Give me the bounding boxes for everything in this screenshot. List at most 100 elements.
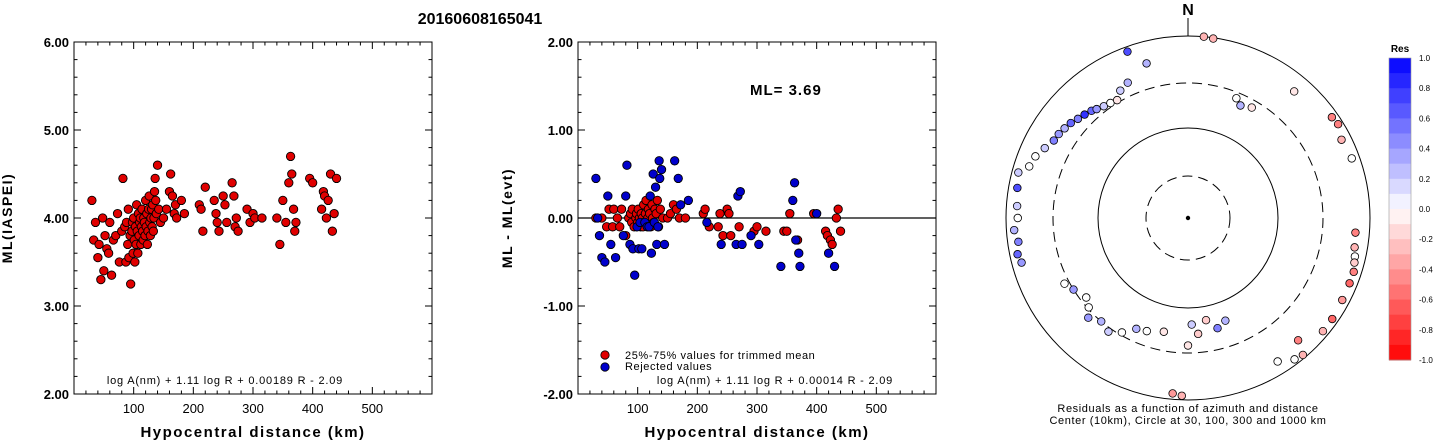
polar-data-point [1333,119,1343,129]
polar-data-point [1273,357,1282,366]
chart2-data-point [680,213,691,223]
event-id-title: 20160608165041 [418,11,543,28]
chart1-data-point [100,230,110,241]
chart2-data-point [737,239,747,250]
polar-data-point [1142,59,1151,68]
chart1-data-point [87,195,97,206]
chart1-data-point [167,191,178,201]
chart2-y-tick-label: -2.00 [543,387,573,402]
chart2-data-point [610,252,621,263]
polar-data-point [1289,87,1299,96]
chart1-data-point [278,195,288,206]
polar-data-point [1187,320,1196,329]
chart1-data-point [97,213,108,223]
colorbar-cell [1389,88,1411,104]
polar-data-point [1104,327,1113,336]
chart2-data-point [713,222,723,232]
chart2-data-point [827,239,837,250]
colorbar-tick-label: -0.6 [1419,296,1433,305]
chart2-data-point [655,173,665,184]
colorbar-cells [1388,57,1412,361]
chart1-data-point [130,257,140,267]
chart2-data-point [831,213,842,223]
colorbar-cell [1389,148,1411,165]
chart2-data-point [648,169,658,179]
polar-data-point [1328,314,1337,324]
epicenter-marker [1185,215,1191,221]
chart2-data-point [746,230,756,241]
polar-data-point [1084,303,1093,312]
chart2-legend: 25%-75% values for trimmed mean Rejected… [600,350,815,373]
colorbar-tick-label: -0.2 [1419,235,1433,244]
polar-data-point [1247,103,1256,112]
chart2-data-point [645,191,655,201]
chart2-data-point [630,270,640,280]
chart2-data-point [615,222,625,232]
chart1-data-point [149,186,160,197]
chart2-y-tick-label: 0.00 [548,211,573,226]
polar-data-point [1084,313,1093,322]
polar-data-point [1337,135,1346,144]
chart1-data-point [281,217,291,228]
colorbar-tick-label: -0.8 [1419,326,1433,335]
chart2-data-point [718,230,728,241]
chart2-data-point [823,248,834,258]
chart1-axes: 100 200 300 400 500 2.00 3.00 4.00 5.00 6.00 [44,35,432,416]
colorbar-cell [1389,73,1411,89]
ml-label-prefix: ML= [750,82,789,99]
chart1-data-point [90,217,101,228]
legend-trimmed-label: 25%-75% values for trimmed mean [625,350,815,362]
chart2-data-point [652,195,663,206]
colorbar-cell [1389,209,1411,225]
colorbar-tick-label: -0.4 [1419,265,1433,274]
residual-vs-distance-chart: 100 200 300 400 500 -2.00 -1.00 0.00 1.00 2.00 ML… [499,35,937,441]
polar-data-point [1014,237,1023,247]
chart1-data-point [220,200,230,210]
chart1-y-tick-label: 4.00 [44,211,69,226]
polar-data-point [1236,101,1245,110]
chart2-data-point [609,204,619,214]
chart2-data-point [673,173,683,184]
ml-value-label: ML= 3.69 [750,82,822,99]
polar-data-point [1012,201,1022,211]
chart1-data-point [200,182,210,192]
chart1-data-point [94,239,104,250]
chart1-x-tick-label: 400 [302,401,324,416]
colorbar-cell [1389,314,1411,331]
chart1-data-point [329,208,339,219]
chart2-data-point [683,195,694,206]
polar-data-point [1209,34,1218,43]
chart1-y-tick-label: 5.00 [44,123,69,138]
polar-data-point [1009,225,1019,235]
residual-colorbar: Res 1.0 0.8 0.6 0.4 0.2 0.0 -0.2 -0.4 -0.6 -0.8 -1… [1388,44,1433,365]
chart2-data-point [782,226,792,236]
chart2-data-point [789,178,800,188]
chart1-data-point [152,160,163,170]
colorbar-cell [1389,133,1411,150]
polar-data-point [1177,391,1186,400]
colorbar-cell [1389,329,1411,346]
chart2-data-point [715,208,725,219]
chart2-x-axis-label: Hypocentral distance (km) [644,424,869,441]
chart1-data-point [106,270,117,280]
colorbar-tick-label: 0.6 [1419,114,1431,123]
polar-data-point [1183,341,1193,350]
chart2-data-point [724,208,734,219]
chart1-data-point [158,213,169,223]
chart1-formula: log A(nm) + 1.11 log R + 0.00189 R - 2.0… [107,375,343,387]
polar-data-point [1298,350,1308,360]
polar-data-point [1232,94,1241,103]
chart1-data-point [218,191,228,201]
chart1-y-tick-label: 2.00 [44,387,69,402]
polar-data-point [1017,258,1026,267]
chart2-data-point [752,222,762,232]
ml-value: 3.69 [789,82,822,99]
chart2-data-point [776,261,786,272]
colorbar-title: Res [1391,44,1410,55]
chart2-data-point [622,160,632,170]
polar-data-point [1013,250,1022,259]
chart2-y-tick-label: 2.00 [548,35,573,50]
chart2-data-point [646,248,657,258]
polar-data-point [1069,285,1078,294]
